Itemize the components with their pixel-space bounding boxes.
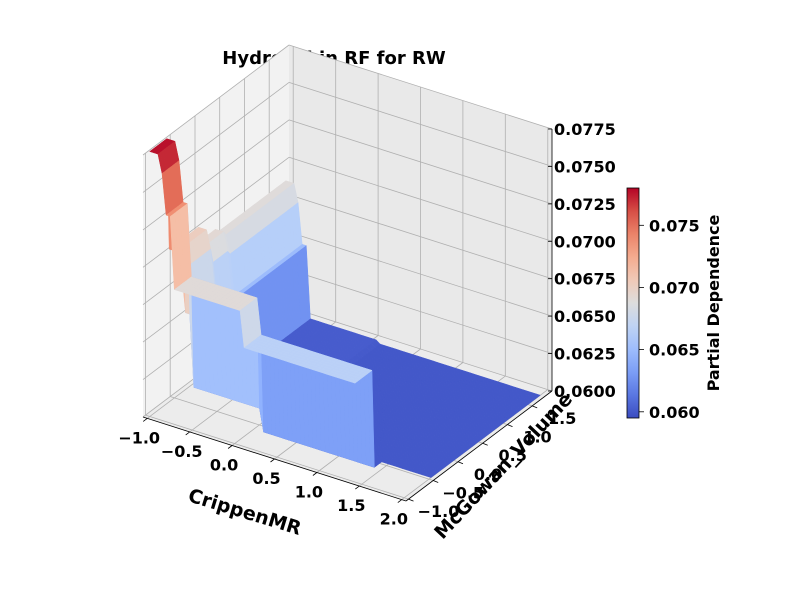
z-grid-back [288, 231, 553, 317]
y-tick-mark [457, 461, 464, 465]
y-tick-labels: −1.0−0.50.00.51.01.5 [408, 405, 576, 521]
colorbar-ticks: 0.060 0.065 0.070 0.075 [639, 216, 700, 422]
colorbar [626, 187, 640, 419]
z-grid-back [288, 156, 553, 242]
x-tick-label: −0.5 [161, 442, 203, 461]
y-grid-floor [145, 414, 409, 500]
z-grid-wall [142, 156, 290, 268]
y-tick-label: −0.5 [442, 484, 484, 503]
z-tick-label: 0.0600 [554, 382, 616, 401]
y-tick-mark [482, 442, 488, 446]
z-tick-label: 0.0750 [554, 157, 616, 176]
z-tick-label: 0.0625 [554, 345, 616, 364]
x-tick-mark [355, 485, 360, 490]
colorbar-label: Partial Dependence [704, 214, 723, 391]
z-tick-label: 0.0700 [554, 232, 616, 251]
x-tick-mark [312, 472, 318, 476]
z-grid-back [288, 82, 553, 167]
x-tick-label: 0.0 [210, 456, 238, 475]
y-tick-mark [507, 424, 513, 427]
colorbar-tick-label: 0.075 [649, 216, 700, 235]
x-tick-label: 2.0 [380, 510, 408, 529]
surface-facet [426, 474, 434, 478]
z-tick-label: 0.0725 [554, 195, 616, 214]
y-tick-label: 1.0 [523, 428, 551, 447]
x-tick-labels: −1.0−0.5 0.0 0.5 1.0 1.5 2.0 [118, 418, 408, 529]
y-tick-mark [532, 405, 538, 409]
x-tick-label: 0.5 [252, 469, 280, 488]
z-grid-back [288, 306, 553, 392]
x-tick-mark [227, 445, 233, 449]
x-tick-label: 1.0 [295, 483, 323, 502]
z-tick-label: 0.0650 [554, 307, 616, 326]
x-tick-mark [185, 431, 190, 436]
z-grid-back [288, 194, 553, 280]
y-tick-mark [408, 498, 414, 502]
z-grid-back [288, 44, 553, 130]
surface-plot [149, 138, 541, 478]
z-tick-labels: 0.0600 0.0625 0.0650 0.0675 0.0700 0.0725 0.07… [548, 120, 616, 401]
x-tick-label: 1.5 [337, 496, 365, 515]
colorbar-tick-label: 0.065 [649, 341, 700, 360]
y-tick-label: 0.5 [499, 446, 527, 465]
x-tick-label: −1.0 [118, 428, 160, 447]
z-tick-label: 0.0675 [554, 270, 616, 289]
x-tick-mark [270, 458, 275, 463]
z-grid-back [288, 269, 553, 354]
y-tick-label: −1.0 [418, 502, 460, 521]
x-tick-mark [142, 418, 148, 422]
z-grid-wall [142, 44, 290, 156]
y-tick-label: 1.5 [548, 409, 576, 428]
colorbar-tick-label: 0.060 [649, 403, 700, 422]
z-grid-back [288, 119, 553, 205]
z-tick-label: 0.0775 [554, 120, 616, 139]
y-axis-line [405, 390, 553, 502]
x-tick-mark [397, 499, 403, 503]
y-tick-label: 0.0 [474, 465, 502, 484]
colorbar-tick-label: 0.070 [649, 279, 700, 298]
y-tick-mark [433, 480, 439, 483]
surface-facet [350, 379, 358, 384]
